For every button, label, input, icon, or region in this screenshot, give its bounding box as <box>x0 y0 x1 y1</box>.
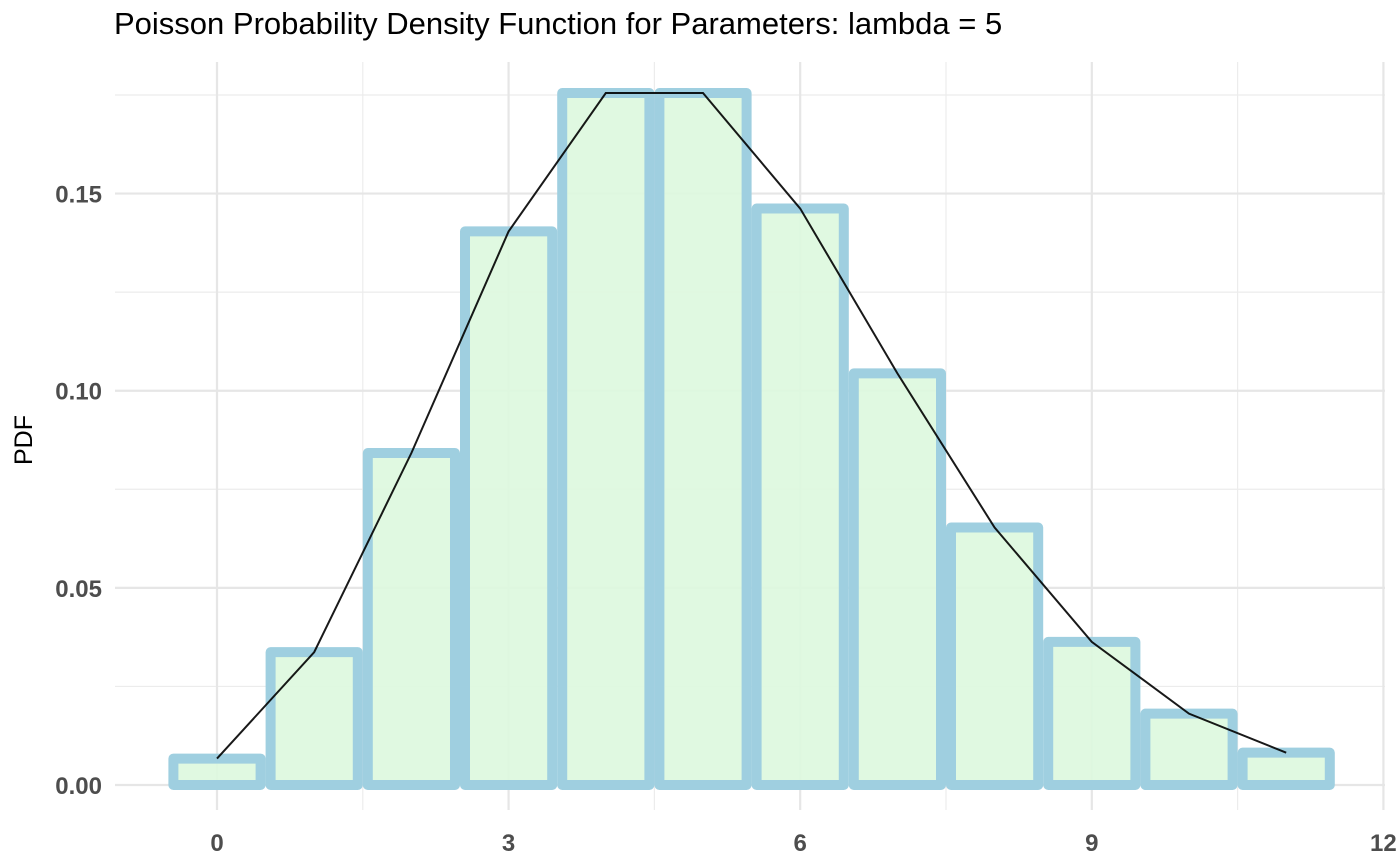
bar-3 <box>460 226 558 790</box>
bar-2 <box>362 448 460 790</box>
density-line-layer <box>216 92 1287 760</box>
x-tick-label: 3 <box>502 830 515 857</box>
bar-7 <box>848 368 946 790</box>
bars <box>168 88 1335 791</box>
bar-6 <box>751 203 849 791</box>
bar-1 <box>265 647 363 791</box>
bar-5 <box>654 88 752 791</box>
bar-11 <box>1237 747 1335 791</box>
y-tick-label: 0.10 <box>55 379 102 406</box>
bar-9 <box>1043 636 1141 790</box>
y-tick-label: 0.00 <box>55 773 102 800</box>
x-tick-label: 0 <box>210 830 223 857</box>
x-tick-label: 9 <box>1085 830 1098 857</box>
y-tick-label: 0.15 <box>55 182 102 209</box>
bar-4 <box>557 88 655 791</box>
density-line <box>216 92 1287 760</box>
x-tick-labels: 0 3 6 9 12 <box>210 830 1396 857</box>
bar-0 <box>168 753 266 791</box>
x-tick-label: 12 <box>1370 830 1397 857</box>
y-tick-label: 0.05 <box>55 576 102 603</box>
bar-10 <box>1140 708 1238 790</box>
chart-title: Poisson Probability Density Function for… <box>114 6 1003 41</box>
y-axis-title: PDF <box>10 415 38 465</box>
y-tick-labels: 0.00 0.05 0.10 0.15 <box>55 182 102 800</box>
bar-8 <box>946 522 1044 790</box>
x-tick-label: 6 <box>794 830 807 857</box>
